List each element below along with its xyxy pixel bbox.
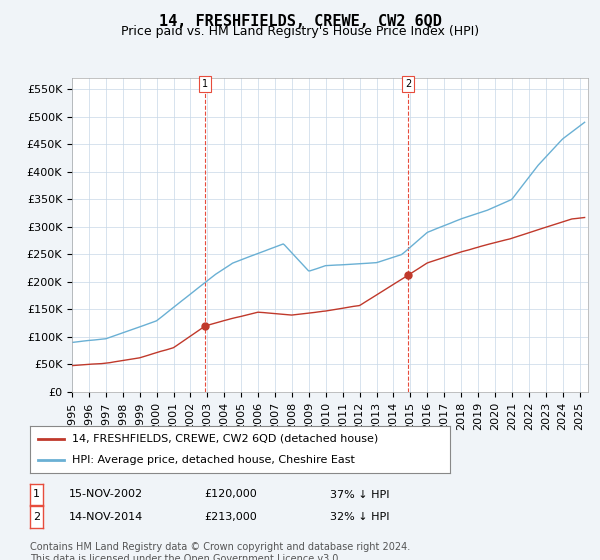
Text: 2: 2 — [405, 79, 411, 89]
Text: 14-NOV-2014: 14-NOV-2014 — [69, 512, 143, 522]
Text: 2: 2 — [33, 512, 40, 522]
Text: Contains HM Land Registry data © Crown copyright and database right 2024.
This d: Contains HM Land Registry data © Crown c… — [30, 542, 410, 560]
Text: HPI: Average price, detached house, Cheshire East: HPI: Average price, detached house, Ches… — [72, 455, 355, 465]
Text: 14, FRESHFIELDS, CREWE, CW2 6QD (detached house): 14, FRESHFIELDS, CREWE, CW2 6QD (detache… — [72, 434, 378, 444]
Text: 32% ↓ HPI: 32% ↓ HPI — [330, 512, 389, 522]
Text: 37% ↓ HPI: 37% ↓ HPI — [330, 489, 389, 500]
Text: 15-NOV-2002: 15-NOV-2002 — [69, 489, 143, 500]
Text: £213,000: £213,000 — [204, 512, 257, 522]
Text: 14, FRESHFIELDS, CREWE, CW2 6QD: 14, FRESHFIELDS, CREWE, CW2 6QD — [158, 14, 442, 29]
Text: Price paid vs. HM Land Registry's House Price Index (HPI): Price paid vs. HM Land Registry's House … — [121, 25, 479, 38]
Text: 1: 1 — [33, 489, 40, 500]
Text: 1: 1 — [202, 79, 208, 89]
Text: £120,000: £120,000 — [204, 489, 257, 500]
